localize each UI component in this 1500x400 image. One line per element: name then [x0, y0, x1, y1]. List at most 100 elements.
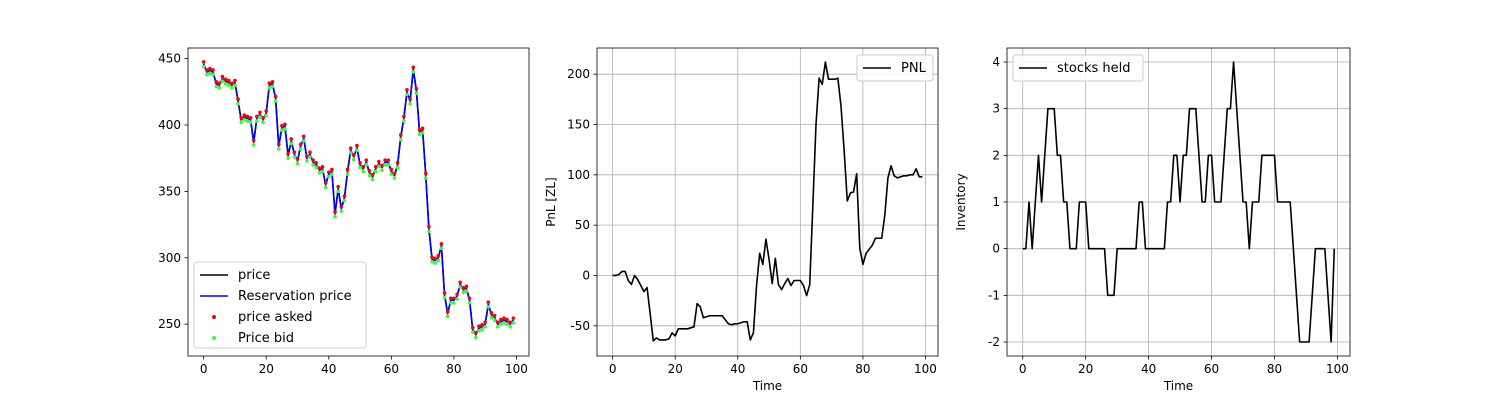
chart-1-price-asked-point [208, 66, 212, 71]
chart-3-xlabel: Time [1163, 379, 1193, 393]
chart-3-ytick-label: 3 [992, 102, 1000, 116]
chart-3-ytick-label: -2 [988, 335, 1000, 349]
chart-3-xtick-label: 100 [1326, 362, 1349, 376]
chart-1-legend-box [193, 261, 367, 349]
chart-1-price-bid-point [239, 120, 243, 125]
chart-2-ylabel: PnL [ZL] [544, 177, 558, 226]
chart-1-price-asked-point [511, 316, 516, 320]
chart-1-price-asked-point [364, 158, 369, 162]
chart-1-price-asked-point [502, 316, 506, 320]
chart-1-price-asked-point [242, 113, 247, 117]
chart-1-price-asked-point [314, 161, 319, 165]
chart-2-ytick-label: 100 [567, 168, 590, 182]
chart-1-xtick-label: 0 [200, 362, 208, 376]
chart-1-price-bid-point [442, 295, 447, 300]
chart-1-price-asked-point [430, 255, 434, 259]
chart-1-price-asked-point [311, 158, 315, 162]
chart-3-ylabel: Inventory [954, 173, 968, 230]
chart-1-price-bid-point [389, 172, 394, 176]
chart-1-price-asked-point [326, 170, 331, 174]
chart-3-ytick-label: 4 [992, 55, 1000, 69]
chart-1-price-asked-point [355, 143, 359, 148]
chart-1-price-asked-point [395, 161, 400, 165]
chart-1-price-bid-point [364, 163, 369, 167]
chart-2-xtick-label: 60 [793, 362, 808, 376]
chart-1-price-asked-point [280, 123, 284, 128]
chart-1-price-bid-point [251, 143, 256, 147]
chart-1-ytick-label: 450 [158, 52, 181, 66]
chart-1-price-asked-point [273, 94, 278, 99]
chart-1-price-asked-point [204, 68, 209, 72]
chart-1-price-bid-point [314, 165, 319, 170]
chart-1-price-asked-point [339, 204, 344, 209]
chart-1-price-bid-point [492, 318, 497, 322]
chart-1-price-asked-point [427, 224, 431, 229]
chart-1-price-bid-point [204, 72, 209, 77]
chart-1-price-asked-point [455, 292, 459, 297]
chart-3-xtick-label: 60 [1204, 362, 1219, 376]
chart-1-price-bid-point [305, 159, 309, 163]
chart-1-ytick-label: 300 [158, 251, 181, 265]
chart-1-price-asked-point [373, 165, 378, 169]
chart-1-price-asked-point [477, 324, 481, 328]
chart-1-price-asked-point [377, 159, 381, 164]
chart-1-axes-frame [187, 47, 530, 357]
chart-1-price-bid-point [361, 169, 365, 174]
chart-1-price-asked-point [499, 317, 503, 322]
chart-1-price-bid-point [298, 147, 303, 151]
chart-1-price-asked-point [251, 138, 256, 143]
chart-1-price-bid-point [229, 86, 234, 90]
chart-1-price-bid-point [470, 330, 475, 334]
chart-1-price-asked-point [245, 114, 250, 119]
chart-1-price-asked-point [267, 81, 272, 85]
chart-3-legend: stocks held [1012, 54, 1144, 82]
chart-1-price-asked-point [492, 313, 497, 318]
chart-1-price-asked-point [467, 296, 472, 301]
chart-1-price-bid-point [261, 120, 265, 125]
chart-1-price-bid-point [455, 297, 459, 301]
chart-1-price-bid-point [236, 101, 240, 106]
chart-1-price-asked-point [495, 320, 500, 324]
chart-1-price-bid-point [308, 155, 312, 159]
chart-1-price-asked-point [264, 109, 269, 113]
chart-1-price-bid-point [211, 72, 215, 77]
chart-1-xtick-label: 20 [259, 362, 274, 376]
chart-1-price-asked-point [464, 284, 469, 289]
chart-1-price-asked-point [436, 253, 441, 258]
chart-1-price-bid-point [258, 115, 262, 119]
chart-2-xtick-label: 0 [609, 362, 617, 376]
chart-1-price-asked-point [317, 166, 322, 170]
chart-3-ytick-label: 2 [992, 148, 1000, 162]
chart-2-xtick-label: 40 [730, 362, 745, 376]
chart-1-price-asked-point [411, 65, 416, 70]
chart-1-price-bid-point [439, 246, 444, 251]
chart-1-price-bid-point [233, 83, 237, 87]
chart-1-price-asked-point [352, 153, 356, 157]
chart-1-price-bid-point [223, 82, 228, 86]
chart-1-price-asked-point [201, 60, 206, 64]
chart-1-price-asked-point [223, 77, 228, 81]
chart-1-price-bid-point [414, 91, 419, 95]
chart-1-price-asked-point [255, 114, 259, 119]
chart-3-xtick-label: 80 [1267, 362, 1282, 376]
chart-2-ytick-label: 50 [575, 218, 590, 232]
chart-2-xlabel: Time [752, 379, 782, 393]
chart-1-price-asked-point [386, 158, 391, 162]
chart-1-price-bid-point [286, 156, 290, 160]
chart-1-price-bid-point [248, 120, 253, 125]
chart-1-price-bid-point [461, 290, 466, 295]
chart-3-ytick-label: -1 [988, 288, 1000, 302]
chart-1-legend: price Reservation price price asked Price b… [193, 261, 367, 349]
chart-1-legend-label-price: price [238, 268, 270, 283]
chart-1-price-bid-point [217, 86, 222, 90]
chart-1-price-asked-point [433, 256, 437, 261]
chart-1-price-asked-point [261, 115, 265, 120]
chart-1-price-bid-point [255, 119, 259, 123]
chart-1-price-asked-point [380, 163, 384, 168]
chart-panel-3: 0 20 40 60 80 100 -2 -1 0 1 2 3 4 Time Inventory stocks… [954, 47, 1351, 393]
chart-1-price-asked-point [480, 323, 484, 327]
chart-1-price-asked-point [226, 78, 231, 83]
chart-1-price-bid-point [395, 165, 400, 170]
chart-1-price-bid-point [358, 165, 362, 170]
